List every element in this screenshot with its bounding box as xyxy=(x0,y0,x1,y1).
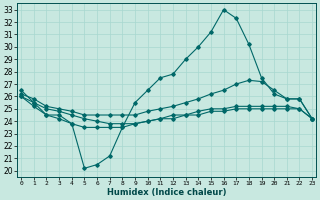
X-axis label: Humidex (Indice chaleur): Humidex (Indice chaleur) xyxy=(107,188,227,197)
